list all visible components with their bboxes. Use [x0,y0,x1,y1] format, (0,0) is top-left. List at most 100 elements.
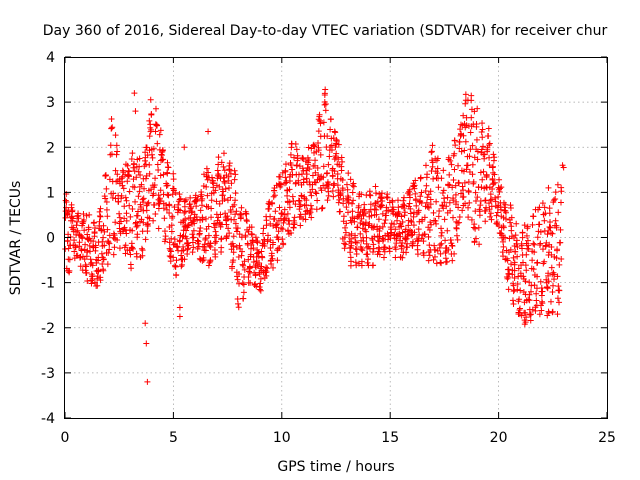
data-point [142,175,149,182]
data-point [279,226,286,233]
data-point [315,147,322,154]
data-point [293,146,300,153]
data-point [188,209,195,216]
data-point [220,188,227,195]
data-point [319,205,326,212]
data-point [243,217,250,224]
data-point [222,185,229,192]
data-point [282,161,289,168]
data-point [345,170,352,177]
data-point [307,209,314,216]
x-tick-label: 15 [381,430,399,446]
data-point [139,247,146,254]
x-tick-label: 10 [273,430,291,446]
data-point [178,263,185,270]
data-point [271,192,278,199]
data-point [325,161,332,168]
data-point [161,228,168,235]
data-point [486,213,493,220]
data-point [510,288,517,295]
data-point [525,296,532,303]
data-point [529,221,536,228]
data-point [193,203,200,210]
y-axis-label: SDTVAR / TECUs [8,181,24,296]
data-point [245,256,252,263]
data-point [235,304,242,311]
data-point [300,176,307,183]
data-point [358,258,365,265]
data-point [510,300,517,307]
data-point [408,218,415,225]
data-point [199,202,206,209]
data-point [490,151,497,158]
data-point [228,180,235,187]
data-point [476,212,483,219]
data-point [342,241,349,248]
data-point [151,201,158,208]
data-point [184,222,191,229]
data-point [554,311,561,318]
data-point [496,176,503,183]
data-point [96,213,103,220]
data-point [216,183,223,190]
data-point [167,247,174,254]
data-point [432,247,439,254]
data-point [143,172,150,179]
data-point [81,227,88,234]
data-point [74,218,81,225]
data-point [432,217,439,224]
data-point [525,245,532,252]
data-point [225,173,232,180]
data-point [483,171,490,178]
data-point [462,100,469,107]
data-point [438,225,445,232]
data-point [541,217,548,224]
data-point [519,245,526,252]
data-point [465,204,472,211]
y-tick-label: 2 [46,140,55,156]
data-point [201,241,208,248]
data-point [303,197,310,204]
data-point [128,265,135,272]
data-point [555,209,562,216]
data-point [174,244,181,251]
data-point [205,262,212,269]
data-point [88,280,95,287]
data-point [205,128,212,135]
data-point [253,283,260,290]
data-point [472,225,479,232]
data-point [308,214,315,221]
data-point [424,203,431,210]
data-point [296,197,303,204]
data-point [447,207,454,214]
data-point [223,221,230,228]
data-point [530,213,537,220]
data-point [438,260,445,267]
data-point [545,184,552,191]
data-point [402,226,409,233]
data-point [468,97,475,104]
data-point [456,145,463,152]
data-point [157,127,164,134]
data-point [146,170,153,177]
data-point [181,209,188,216]
data-point [378,201,385,208]
data-point [276,204,283,211]
data-point [226,230,233,237]
data-point [106,240,113,247]
data-point [493,212,500,219]
data-point [110,251,117,258]
data-point [353,239,360,246]
data-point [455,162,462,169]
y-tick-label: -1 [41,276,55,292]
data-point [436,208,443,215]
data-point [363,234,370,241]
data-point [182,196,189,203]
chart-title: Day 360 of 2016, Sidereal Day-to-day VTE… [43,23,608,39]
data-point [330,193,337,200]
data-point [136,155,143,162]
data-point [240,281,247,288]
data-point [536,204,543,211]
data-point [513,237,520,244]
